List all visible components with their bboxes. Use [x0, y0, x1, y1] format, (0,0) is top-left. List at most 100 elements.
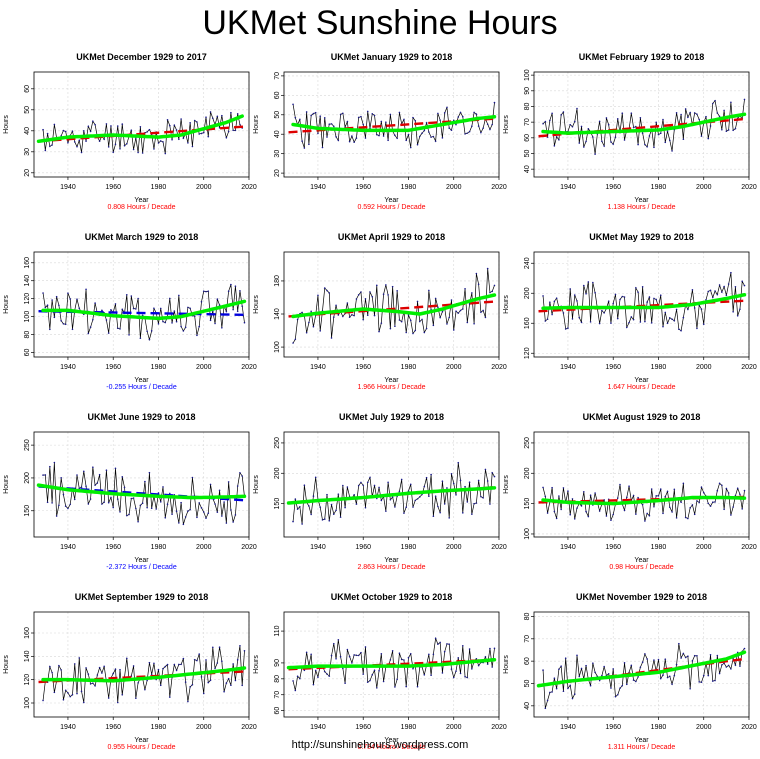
annual-point	[378, 669, 380, 672]
annual-point	[723, 285, 725, 288]
annual-point	[457, 461, 460, 464]
annual-point	[225, 522, 228, 524]
annual-point	[214, 322, 216, 325]
annual-point	[396, 290, 398, 292]
annual-point	[409, 146, 412, 149]
annual-point	[42, 474, 44, 476]
annual-point	[628, 321, 630, 324]
annual-point	[450, 473, 453, 475]
x-tick-label: 1960	[605, 184, 621, 191]
annual-point	[101, 672, 103, 674]
annual-point	[452, 676, 455, 679]
annual-point	[121, 308, 124, 311]
x-tick-label: 1960	[355, 184, 371, 191]
annual-point	[466, 676, 469, 679]
annual-point	[576, 300, 578, 302]
annual-point	[221, 515, 223, 517]
annual-point	[412, 667, 414, 670]
y-tick-label: 80	[524, 102, 531, 110]
annual-point	[132, 307, 135, 310]
plot-frame	[533, 71, 750, 178]
annual-point	[555, 135, 558, 138]
annual-point	[166, 503, 169, 506]
annual-point	[573, 294, 576, 296]
annual-point	[168, 297, 171, 300]
y-tick-label: 70	[524, 118, 531, 126]
annual-point	[664, 141, 667, 144]
annual-point	[414, 119, 417, 122]
annual-point	[423, 331, 426, 334]
annual-point	[148, 471, 151, 474]
y-tick-label: 140	[274, 308, 281, 320]
annual-point	[675, 663, 678, 666]
panel-title: UKMet March 1929 to 2018	[85, 232, 199, 242]
annual-point	[314, 111, 317, 114]
annual-point	[71, 328, 74, 331]
annual-point	[659, 132, 662, 135]
annual-point	[562, 111, 565, 113]
annual-point	[123, 486, 126, 489]
annual-point	[130, 129, 133, 131]
annual-point	[221, 114, 223, 117]
annual-point	[103, 138, 105, 141]
annual-point	[232, 308, 234, 311]
annual-point	[92, 120, 94, 122]
annual-point	[743, 284, 746, 287]
annual-point	[610, 322, 612, 324]
annual-point	[718, 115, 721, 118]
annual-point	[736, 314, 739, 317]
annual-point	[616, 317, 619, 320]
panel-2: UKMet January 1929 to 2018 1940 1960 1980 20…	[253, 52, 507, 211]
x-tick-label: 1940	[310, 544, 326, 551]
panel-5: UKMet April 1929 to 2018 1940 1960 1980 2000…	[253, 232, 507, 391]
annual-point	[337, 139, 340, 142]
annual-point	[432, 135, 435, 138]
annual-point	[328, 519, 331, 522]
x-tick-label: 1960	[355, 724, 371, 731]
annual-point	[635, 513, 637, 515]
x-axis-label: Year	[134, 737, 149, 744]
annual-point	[153, 148, 155, 150]
annual-point	[727, 283, 730, 285]
annual-point	[308, 143, 310, 146]
annual-point	[734, 664, 737, 666]
annual-point	[646, 146, 648, 148]
annual-point	[73, 498, 76, 501]
annual-point	[148, 128, 151, 131]
annual-point	[202, 511, 205, 513]
annual-point	[448, 643, 451, 645]
annual-point	[468, 481, 471, 483]
annual-point	[585, 510, 587, 513]
annual-point	[196, 121, 198, 123]
annual-point	[114, 303, 117, 305]
annual-point	[585, 140, 587, 143]
panel-title: UKMet January 1929 to 2018	[331, 52, 453, 62]
annual-point	[137, 520, 139, 523]
annual-point	[405, 139, 408, 142]
annual-point	[193, 658, 196, 661]
y-tick-label: 140	[24, 275, 31, 287]
annual-point	[171, 513, 173, 515]
x-axis-label: Year	[134, 377, 149, 384]
annual-point	[305, 331, 308, 334]
plot-frame	[283, 611, 500, 718]
annual-series-line	[542, 643, 745, 709]
annual-point	[569, 123, 572, 126]
annual-point	[477, 479, 480, 482]
annual-point	[60, 477, 62, 479]
annual-point	[353, 141, 355, 143]
annual-point	[580, 321, 583, 324]
annual-point	[553, 510, 556, 513]
annual-point	[346, 648, 349, 651]
annual-point	[623, 296, 626, 298]
smoothed-curve	[541, 495, 747, 506]
annual-point	[457, 312, 460, 314]
annual-point	[164, 665, 167, 668]
annual-point	[589, 684, 592, 687]
annual-point	[714, 99, 716, 102]
annual-point	[360, 115, 362, 118]
x-tick-label: 1960	[605, 724, 621, 731]
annual-point	[398, 319, 401, 321]
y-tick-label: 90	[524, 87, 531, 95]
annual-point	[730, 514, 732, 516]
